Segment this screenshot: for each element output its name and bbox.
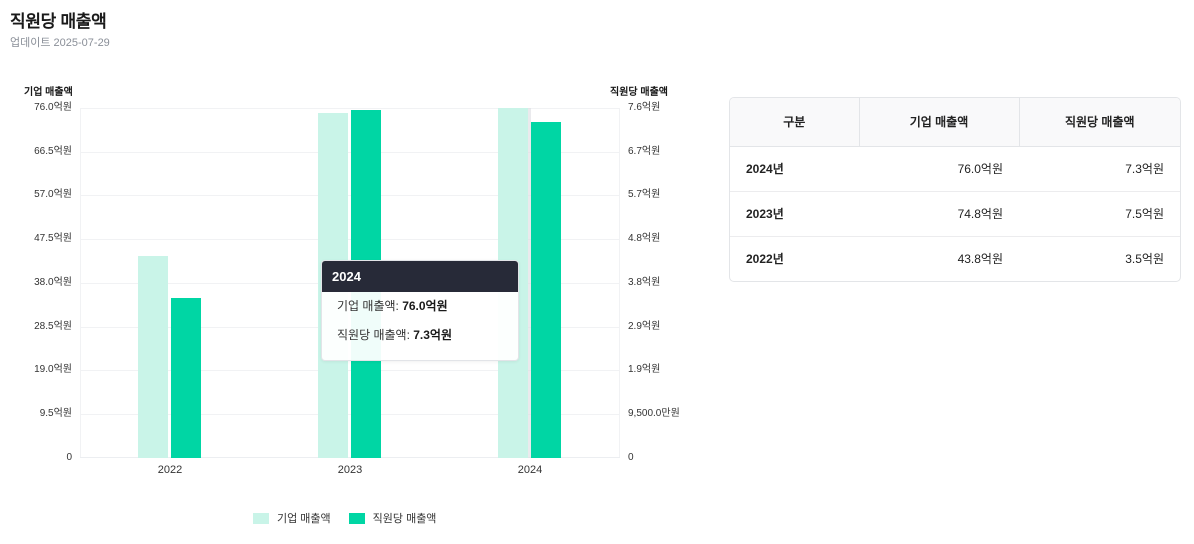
table-cell-year: 2023년 — [730, 191, 859, 237]
table-row: 2023년 74.8억원 7.5억원 — [730, 191, 1180, 237]
right-tick: 5.7억원 — [628, 189, 661, 200]
hover-cursor — [528, 108, 531, 458]
tooltip-title: 2024 — [322, 261, 518, 292]
table-cell-employee: 7.5억원 — [1019, 191, 1180, 237]
table-cell-year: 2022년 — [746, 252, 784, 267]
chart-tooltip: 2024 기업 매출액: 76.0억원 직원당 매출액: 7.3억원 — [321, 260, 519, 361]
page-title: 직원당 매출액 — [10, 12, 107, 31]
column-header: 기업 매출액 — [858, 98, 1019, 147]
gridline — [80, 195, 620, 196]
legend-swatch-icon — [253, 512, 269, 524]
left-tick: 47.5억원 — [34, 233, 72, 244]
table-cell-company: 43.8억원 — [957, 252, 1003, 267]
left-tick: 76.0억원 — [34, 102, 72, 113]
right-tick: 7.6억원 — [628, 102, 661, 113]
left-tick: 19.0억원 — [34, 364, 72, 375]
table-row: 2022년 43.8억원 3.5억원 — [730, 236, 1180, 281]
right-tick: 2.9억원 — [628, 321, 661, 332]
table-row: 2024년 76.0억원 7.3억원 — [730, 146, 1180, 192]
chart-legend: 기업 매출액 직원당 매출액 — [253, 510, 454, 526]
legend-item-employee[interactable]: 직원당 매출액 — [348, 510, 437, 526]
tooltip-label: 직원당 매출액: — [337, 328, 414, 342]
column-header: 구분 — [730, 98, 859, 147]
legend-label: 직원당 매출액 — [372, 513, 437, 525]
x-tick: 2023 — [337, 464, 363, 476]
table-cell-year: 2024년 — [730, 146, 859, 192]
left-tick: 28.5억원 — [34, 321, 72, 332]
legend-label: 기업 매출액 — [277, 513, 331, 525]
gridline — [80, 370, 620, 371]
gridline — [80, 414, 620, 415]
tooltip-value: 76.0억원 — [402, 299, 448, 313]
last-updated: 업데이트 2025-07-29 — [10, 37, 110, 49]
gridline — [80, 152, 620, 153]
gridline — [80, 108, 620, 109]
table-cell-company: 74.8억원 — [859, 191, 1019, 237]
left-tick: 0 — [66, 452, 72, 463]
legend-item-company[interactable]: 기업 매출액 — [253, 510, 331, 526]
table-cell-employee: 7.3억원 — [1019, 146, 1180, 192]
x-tick: 2024 — [517, 464, 543, 476]
table-header-row: 구분 기업 매출액 직원당 매출액 — [730, 98, 1180, 147]
tooltip-row-employee: 직원당 매출액: 7.3억원 — [322, 321, 518, 350]
right-tick: 0 — [628, 452, 634, 463]
gridline — [80, 239, 620, 240]
right-tick: 1.9억원 — [628, 364, 661, 375]
right-tick: 6.7억원 — [628, 146, 661, 157]
legend-swatch-icon — [348, 512, 365, 524]
tooltip-row-company: 기업 매출액: 76.0억원 — [322, 292, 518, 321]
right-tick: 3.8억원 — [628, 277, 661, 288]
table-cell-employee: 3.5억원 — [1125, 252, 1164, 267]
x-axis-line — [80, 457, 620, 458]
revenue-chart: 기업 매출액 직원당 매출액 76.0억원 66.5억원 57.0억원 47.5… — [0, 75, 700, 544]
bar-employee-2024[interactable] — [531, 122, 561, 458]
column-header: 직원당 매출액 — [1018, 98, 1180, 147]
revenue-table: 구분 기업 매출액 직원당 매출액 2024년 76.0억원 7.3억원 202… — [729, 97, 1181, 282]
right-tick: 4.8억원 — [628, 233, 661, 244]
left-axis-title: 기업 매출액 — [24, 87, 73, 98]
left-tick: 9.5억원 — [39, 408, 72, 419]
tooltip-value: 7.3억원 — [413, 328, 453, 342]
left-tick: 57.0억원 — [34, 189, 72, 200]
left-tick: 66.5억원 — [34, 146, 72, 157]
left-tick: 38.0억원 — [34, 277, 72, 288]
bar-employee-2022[interactable] — [171, 298, 201, 458]
right-axis-title: 직원당 매출액 — [610, 87, 668, 98]
plot-border — [619, 108, 620, 458]
right-tick: 9,500.0만원 — [628, 408, 680, 419]
tooltip-label: 기업 매출액: — [337, 299, 403, 313]
plot-border — [80, 108, 81, 458]
table-cell-company: 76.0억원 — [859, 146, 1019, 192]
bar-company-2022[interactable] — [138, 256, 168, 458]
x-tick: 2022 — [157, 464, 183, 476]
